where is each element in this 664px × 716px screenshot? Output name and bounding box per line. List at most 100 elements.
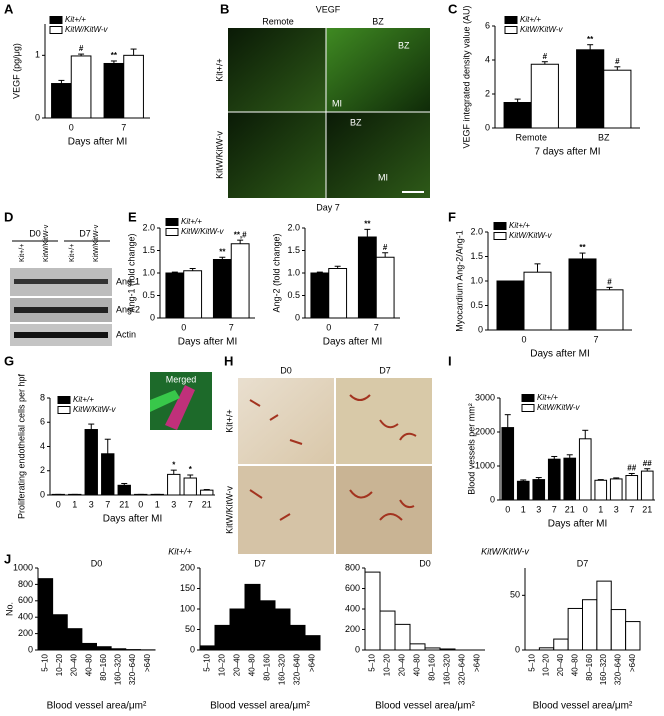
- bar: [553, 638, 569, 651]
- bar: [96, 646, 112, 651]
- y-tick-label: 400: [345, 603, 360, 613]
- legend-label: KitW/KitW-v: [509, 231, 553, 240]
- group-title: KitW/KitW-v: [481, 546, 529, 556]
- y-axis-label: Ang-2 (fold change): [271, 233, 281, 312]
- panel-label: B: [220, 1, 229, 16]
- x-axis-label: Days after MI: [530, 349, 589, 360]
- bar: [200, 489, 214, 496]
- legend-swatch: [493, 232, 507, 240]
- y-tick-label: 2: [40, 465, 45, 475]
- x-tick-label: 5–10: [203, 653, 212, 671]
- bar: [578, 438, 592, 501]
- x-axis-label: Blood vessel area/μm²: [210, 701, 310, 712]
- y-tick-label: 2.0: [142, 222, 155, 232]
- x-tick-label: 10–20: [218, 653, 227, 676]
- charts: 010#7**VEGF (pg/μg)Days after MIAKit+/+K…: [4, 1, 655, 712]
- x-tick-label: 0: [56, 499, 61, 509]
- legend-swatch: [521, 394, 535, 402]
- x-tick-label: 3: [171, 499, 176, 509]
- x-axis-label: Days after MI: [178, 337, 237, 348]
- x-axis-label: Blood vessel area/μm²: [375, 701, 475, 712]
- lane-label: KitW/KitW-v: [93, 224, 100, 262]
- bar: [394, 623, 411, 651]
- lane-label: Kit+/+: [19, 244, 26, 262]
- significance-marker: #: [543, 52, 548, 61]
- micrograph: [238, 466, 334, 554]
- y-tick-label: 1.0: [470, 275, 483, 285]
- y-tick-label: 800: [18, 579, 33, 589]
- micrograph: [336, 378, 432, 464]
- bar: [310, 272, 330, 319]
- bar: [229, 608, 246, 651]
- x-tick-label: 1: [155, 499, 160, 509]
- x-tick-label: 7: [188, 499, 193, 509]
- x-tick-label: 10–20: [383, 653, 392, 676]
- legend-label: KitW/KitW-v: [520, 25, 564, 34]
- significance-marker: **,#: [234, 230, 247, 239]
- region-label: MI: [332, 98, 342, 108]
- y-axis-label: Blood vessels per mm²: [466, 403, 476, 495]
- x-tick-label: >640: [473, 653, 482, 672]
- chart-title: D0: [419, 558, 431, 568]
- panel-label: I: [448, 353, 452, 368]
- y-tick-label: 800: [345, 562, 360, 572]
- band: [14, 307, 108, 313]
- legend-swatch: [57, 406, 71, 414]
- bar: [123, 54, 144, 119]
- x-tick-label: 40–80: [84, 653, 93, 676]
- x-tick-label: 1: [598, 504, 603, 514]
- bar: [501, 427, 515, 501]
- x-tick-label: 21: [119, 499, 129, 509]
- x-axis-label: Days after MI: [103, 514, 162, 525]
- x-axis-label: Days after MI: [548, 519, 607, 530]
- bar: [244, 583, 261, 651]
- bar: [596, 580, 612, 651]
- significance-marker: *: [189, 465, 193, 474]
- band-label: Ang-2: [116, 304, 140, 314]
- x-tick-label: 5–10: [40, 653, 49, 671]
- bar: [304, 635, 321, 651]
- bar: [538, 647, 555, 651]
- x-tick-label: 5–10: [368, 653, 377, 671]
- y-axis-label: Proliferating endothelial cells per hpf: [16, 373, 26, 519]
- bar: [609, 478, 623, 501]
- x-tick-label: 80–160: [99, 653, 108, 680]
- bar: [66, 628, 83, 651]
- y-tick-label: 0: [355, 644, 360, 654]
- bar: [84, 429, 98, 496]
- y-tick-label: 1.5: [142, 245, 155, 255]
- bar: [212, 259, 232, 319]
- legend-swatch: [521, 404, 535, 412]
- bar: [603, 69, 632, 129]
- x-tick-label: 160–320: [599, 653, 608, 685]
- x-tick-label: Remote: [515, 132, 547, 142]
- y-tick-label: 0: [478, 324, 483, 334]
- y-tick-label: 200: [18, 628, 33, 638]
- image-title: VEGF: [316, 4, 341, 14]
- y-tick-label: 50: [510, 590, 520, 600]
- band-label: Actin: [116, 329, 136, 339]
- y-tick-label: 0: [515, 644, 520, 654]
- x-tick-label: 7: [229, 322, 234, 332]
- legend-swatch: [49, 16, 63, 24]
- significance-marker: **: [587, 35, 594, 44]
- row-label: KitW/KitW-v: [214, 131, 224, 179]
- x-tick-label: 40–80: [413, 653, 422, 676]
- legend-swatch: [165, 218, 179, 226]
- y-tick-label: 0.5: [470, 300, 483, 310]
- micrograph: [238, 378, 334, 464]
- group-title: Kit+/+: [168, 546, 192, 556]
- x-tick-label: 20–40: [70, 653, 79, 676]
- x-tick-label: 5–10: [527, 653, 536, 671]
- region-label: MI: [378, 172, 388, 182]
- y-tick-label: 0: [190, 644, 195, 654]
- x-tick-label: 160–320: [114, 653, 123, 685]
- band: [14, 279, 108, 284]
- y-tick-label: 1: [35, 50, 40, 60]
- y-tick-label: 2: [485, 88, 490, 98]
- y-tick-label: 8: [40, 392, 45, 402]
- bar: [274, 608, 291, 651]
- x-tick-label: 20–40: [556, 653, 565, 676]
- x-tick-label: 10–20: [542, 653, 551, 676]
- region-label: BZ: [398, 40, 410, 50]
